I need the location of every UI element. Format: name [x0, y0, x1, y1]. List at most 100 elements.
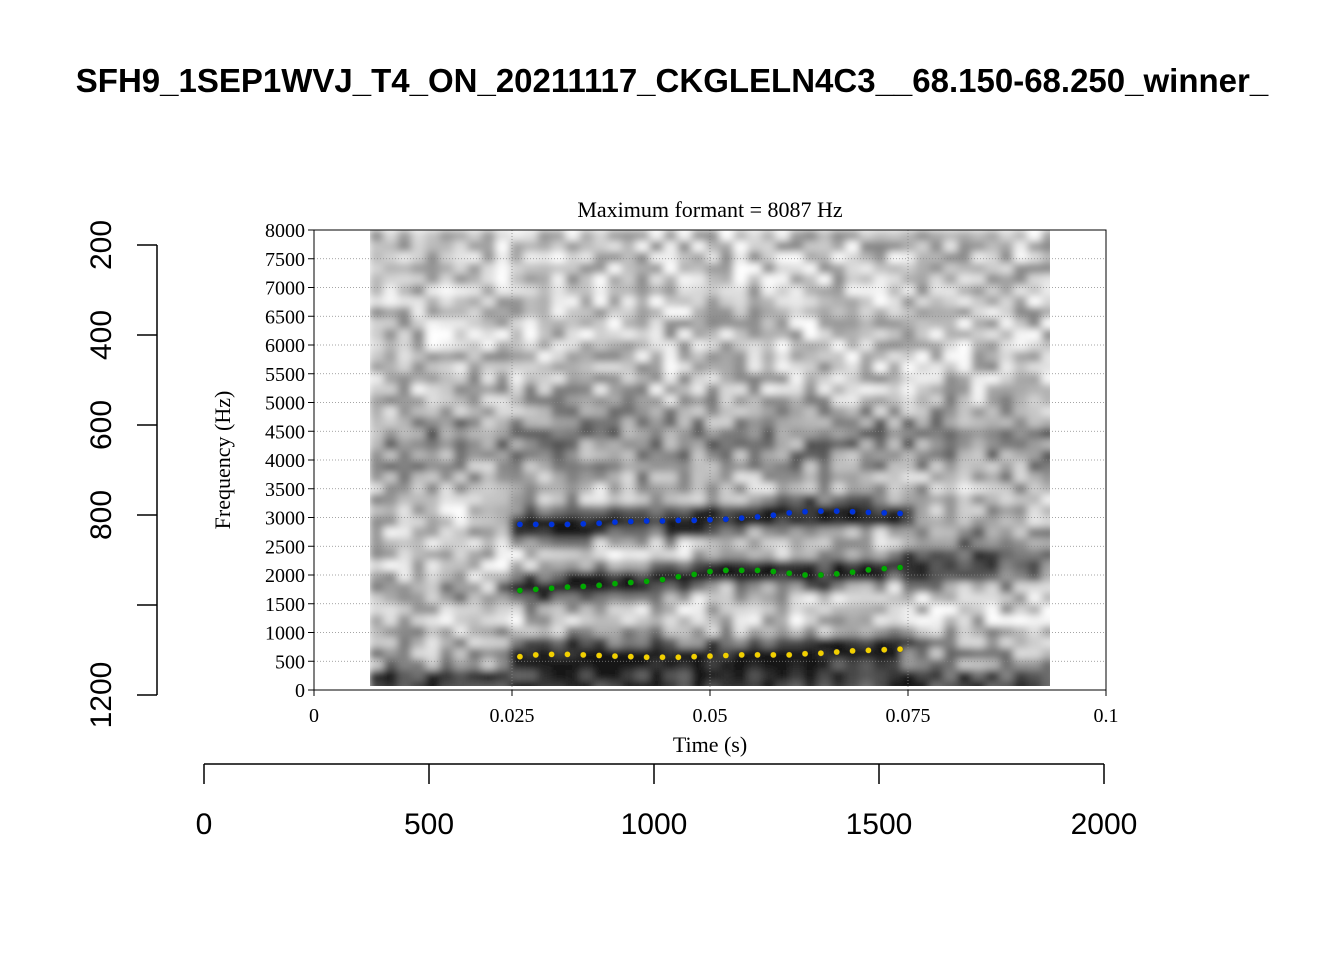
spectrogram-cell	[523, 395, 539, 407]
spectrogram-cell	[1041, 340, 1050, 352]
spectrogram-cell	[537, 329, 553, 341]
outer-bottom-tick-label: 0	[196, 808, 213, 841]
spectrogram-cell	[621, 428, 637, 440]
formant-point-2	[754, 567, 761, 574]
spectrogram-cell	[929, 494, 945, 506]
spectrogram-cell	[635, 527, 651, 539]
spectrogram-cell	[411, 494, 427, 506]
spectrogram-cell	[929, 340, 945, 352]
spectrogram-cell	[719, 681, 735, 686]
spectrogram-cell	[747, 318, 763, 330]
spectrogram-cell	[719, 274, 735, 286]
spectrogram-cell	[467, 670, 483, 682]
spectrogram-cell	[467, 461, 483, 473]
spectrogram-cell	[649, 637, 665, 649]
spectrogram-cell	[635, 285, 651, 297]
spectrogram-cell	[1027, 659, 1043, 671]
spectrogram-cell	[1041, 329, 1050, 341]
spectrogram-cell	[1013, 384, 1029, 396]
spectrogram-cell	[957, 648, 973, 660]
formant-point-2	[770, 568, 777, 575]
spectrogram-cell	[971, 384, 987, 396]
spectrogram-cell	[845, 285, 861, 297]
spectrogram-cell	[607, 505, 623, 517]
spectrogram-cell	[845, 351, 861, 363]
spectrogram-cell	[1041, 274, 1050, 286]
spectrogram-cell	[999, 494, 1015, 506]
spectrogram-cell	[1041, 230, 1050, 242]
spectrogram-cell	[929, 604, 945, 616]
y-tick-label: 5000	[265, 393, 305, 415]
spectrogram-cell	[859, 626, 875, 638]
spectrogram-cell	[649, 527, 665, 539]
spectrogram-cell	[579, 670, 595, 682]
spectrogram-cell	[775, 384, 791, 396]
spectrogram-cell	[803, 494, 819, 506]
spectrogram-cell	[747, 461, 763, 473]
spectrogram-cell	[733, 560, 749, 572]
spectrogram-cell	[775, 340, 791, 352]
spectrogram-cell	[915, 527, 931, 539]
spectrogram-cell	[495, 417, 511, 429]
spectrogram-cell	[565, 329, 581, 341]
spectrogram-cell	[901, 274, 917, 286]
spectrogram-cell	[999, 263, 1015, 275]
spectrogram-cell	[551, 615, 567, 627]
spectrogram-cell	[593, 318, 609, 330]
spectrogram-cell	[425, 538, 441, 550]
spectrogram-cell	[649, 582, 665, 594]
spectrogram-cell	[607, 439, 623, 451]
spectrogram-cell	[593, 681, 609, 686]
spectrogram-cell	[579, 626, 595, 638]
formant-point-3	[627, 653, 634, 660]
spectrogram-cell	[747, 670, 763, 682]
spectrogram-cell	[719, 230, 735, 242]
spectrogram-cell	[579, 549, 595, 561]
spectrogram-cell	[579, 340, 595, 352]
spectrogram-cell	[411, 626, 427, 638]
spectrogram-cell	[593, 560, 609, 572]
spectrogram-cell	[873, 373, 889, 385]
spectrogram-cell	[859, 516, 875, 528]
spectrogram-cell	[593, 483, 609, 495]
spectrogram-cell	[705, 681, 721, 686]
spectrogram-cell	[425, 648, 441, 660]
spectrogram-cell	[523, 274, 539, 286]
formant-point-3	[691, 653, 698, 660]
spectrogram-cell	[901, 626, 917, 638]
spectrogram-cell	[537, 648, 553, 660]
spectrogram-cell	[971, 373, 987, 385]
spectrogram-cell	[691, 373, 707, 385]
spectrogram-cell	[747, 483, 763, 495]
spectrogram-cell	[803, 516, 819, 528]
spectrogram-cell	[971, 252, 987, 264]
spectrogram-cell	[901, 318, 917, 330]
spectrogram-cell	[999, 505, 1015, 517]
spectrogram-cell	[453, 549, 469, 561]
spectrogram-cell	[579, 439, 595, 451]
spectrogram-cell	[635, 461, 651, 473]
spectrogram-cell	[943, 329, 959, 341]
spectrogram-cell	[733, 472, 749, 484]
spectrogram-cell	[579, 450, 595, 462]
spectrogram-cell	[901, 263, 917, 275]
spectrogram-cell	[677, 340, 693, 352]
formant-point-2	[865, 566, 872, 573]
spectrogram-cell	[565, 395, 581, 407]
spectrogram-cell	[817, 241, 833, 253]
spectrogram-cell	[747, 626, 763, 638]
spectrogram-cell	[999, 373, 1015, 385]
spectrogram-cell	[971, 450, 987, 462]
spectrogram-cell	[859, 604, 875, 616]
spectrogram-cell	[957, 417, 973, 429]
spectrogram-cell	[677, 384, 693, 396]
spectrogram-cell	[985, 296, 1001, 308]
spectrogram-cell	[663, 637, 679, 649]
spectrogram-cell	[481, 637, 497, 649]
spectrogram-cell	[761, 615, 777, 627]
spectrogram-cell	[929, 285, 945, 297]
spectrogram-cell	[1041, 483, 1050, 495]
spectrogram-cell	[733, 329, 749, 341]
spectrogram-cell	[789, 428, 805, 440]
spectrogram-cell	[453, 604, 469, 616]
